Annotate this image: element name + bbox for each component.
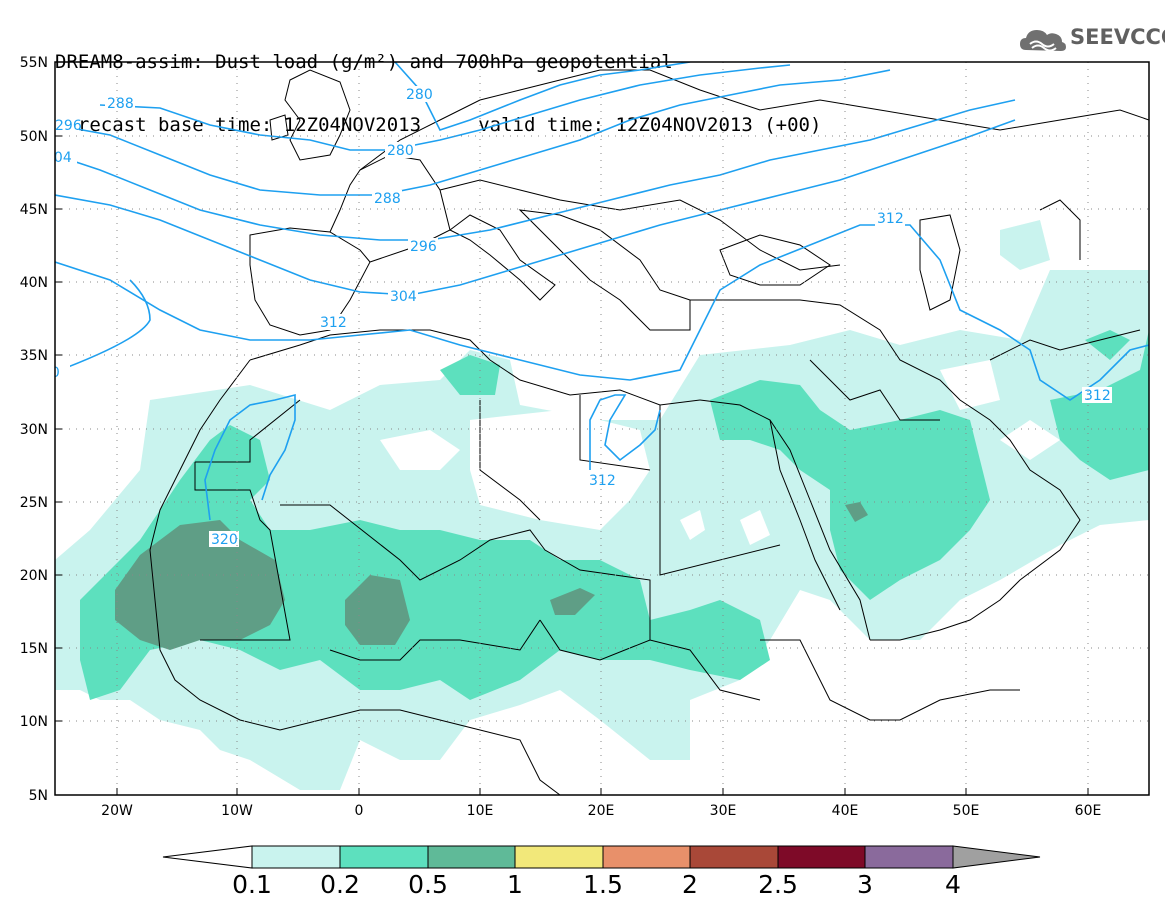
graticule <box>55 62 1149 795</box>
contour-label: 280 <box>387 143 414 159</box>
logo-text: SEEVCCC <box>1070 25 1165 49</box>
colorbar-label: 0.1 <box>232 870 272 899</box>
longitude-labels: 20W 10W 0 10E 20E 30E 40E 50E 60E <box>101 803 1101 819</box>
colorbar-label: 4 <box>945 870 961 899</box>
dust-dark-areas <box>115 502 868 650</box>
latitude-labels: 55N 50N 45N 40N 35N 30N 25N 20N 15N 10N … <box>20 55 48 804</box>
lat-label: 30N <box>20 422 48 438</box>
lat-label: 25N <box>20 495 48 511</box>
lat-label: 40N <box>20 275 48 291</box>
contour-label: 304 <box>45 150 72 166</box>
colorbar-arrow-right <box>952 845 1041 869</box>
colorbar-swatch <box>777 845 866 869</box>
lat-label: 5N <box>29 788 48 804</box>
contour-label: 280 <box>406 87 433 103</box>
colorbar-label: 1.5 <box>583 870 623 899</box>
lon-label: 50E <box>953 803 980 819</box>
cloud-logo-icon <box>1020 30 1066 52</box>
colorbar-label: 3 <box>857 870 873 899</box>
colorbar-label: 0.5 <box>408 870 448 899</box>
contour-label: 312 <box>320 315 347 331</box>
seevccc-logo: SEEVCCC <box>1018 22 1165 58</box>
lon-label: 30E <box>710 803 737 819</box>
colorbar-label: 2.5 <box>758 870 798 899</box>
lon-label: 20E <box>588 803 615 819</box>
colorbar-swatch <box>427 845 516 869</box>
colorbar-swatch <box>251 845 341 869</box>
lon-label: 10W <box>221 803 253 819</box>
map-content: 288 280 296 304 288 296 304 312 312 320 … <box>33 62 1149 795</box>
lon-label: 20W <box>101 803 133 819</box>
colorbar-label: 2 <box>682 870 698 899</box>
contour-label: 296 <box>55 118 82 134</box>
lon-label: 40E <box>832 803 859 819</box>
lat-label: 10N <box>20 714 48 730</box>
axis-ticks <box>55 61 1089 795</box>
contour-label: 320 <box>211 532 238 548</box>
contour-label: 304 <box>390 289 417 305</box>
contour-label: 312 <box>877 211 904 227</box>
contour-label: 320 <box>33 365 60 381</box>
colorbar-label: 0.2 <box>320 870 360 899</box>
contour-label: 288 <box>107 96 134 112</box>
colorbar <box>162 845 1041 869</box>
colorbar-arrow-left <box>162 845 253 869</box>
lat-label: 20N <box>20 568 48 584</box>
lat-label: 35N <box>20 348 48 364</box>
colorbar-swatch <box>339 845 429 869</box>
colorbar-label: 1 <box>507 870 523 899</box>
contour-label: 296 <box>410 239 437 255</box>
colorbar-swatch <box>689 845 779 869</box>
lat-label: 50N <box>20 129 48 145</box>
contour-label: 312 <box>1084 388 1111 404</box>
colorbar-labels: 0.1 0.2 0.5 1 1.5 2 2.5 3 4 <box>232 870 961 899</box>
colorbar-swatch <box>602 845 691 869</box>
coastlines <box>149 69 1149 795</box>
colorbar-swatch <box>514 845 604 869</box>
contour-label: 288 <box>374 191 401 207</box>
lat-label: 45N <box>20 202 48 218</box>
geopotential-contours <box>55 62 1149 521</box>
lon-label: 60E <box>1075 803 1102 819</box>
dust-free-areas <box>380 360 1060 545</box>
contour-labels: 288 280 296 304 288 296 304 312 312 320 … <box>33 86 1112 548</box>
lon-label: 0 <box>355 803 364 819</box>
lat-label: 15N <box>20 641 48 657</box>
lon-label: 10E <box>467 803 494 819</box>
contour-label: 312 <box>589 473 616 489</box>
lat-label: 55N <box>20 55 48 71</box>
colorbar-swatch <box>864 845 954 869</box>
